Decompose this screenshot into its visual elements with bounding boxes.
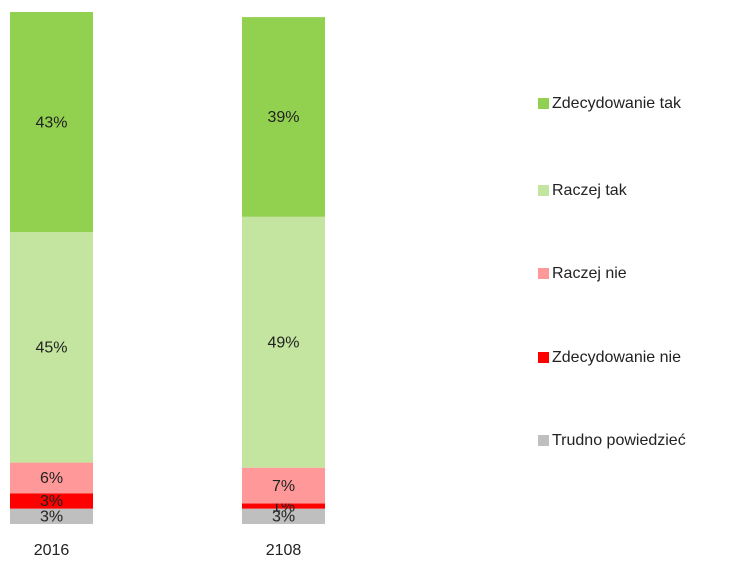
legend-swatch: [538, 185, 549, 196]
data-label: 3%: [40, 509, 63, 526]
data-label: 39%: [267, 109, 299, 126]
bar-segment: [10, 462, 93, 494]
data-label: 7%: [272, 478, 295, 495]
bar-segment: [242, 17, 325, 217]
x-tick-label: 2016: [34, 542, 70, 559]
data-label: 45%: [35, 340, 67, 357]
data-label: 43%: [35, 114, 67, 131]
bar-segment: [242, 503, 325, 509]
bar-segment: [242, 508, 325, 524]
legend-swatch: [538, 268, 549, 279]
bar-segment: [10, 508, 93, 524]
legend-label: Zdecydowanie nie: [552, 349, 681, 366]
legend-label: Zdecydowanie tak: [552, 95, 682, 112]
legend-swatch: [538, 98, 549, 109]
bar-segment: [10, 493, 93, 509]
data-label: 3%: [272, 509, 295, 526]
bar-segment: [242, 467, 325, 504]
bar-segment: [10, 232, 93, 463]
legend-swatch: [538, 435, 549, 446]
legend-label: Raczej tak: [552, 182, 628, 199]
legend-swatch: [538, 352, 549, 363]
data-label: 6%: [40, 470, 63, 487]
data-label: 49%: [267, 334, 299, 351]
x-tick-label: 2108: [266, 542, 302, 559]
bar-segment: [10, 12, 93, 233]
bar-segment: [242, 216, 325, 468]
data-label: 3%: [40, 493, 63, 510]
legend-label: Raczej nie: [552, 265, 627, 282]
legend-label: Trudno powiedzieć: [552, 432, 686, 449]
